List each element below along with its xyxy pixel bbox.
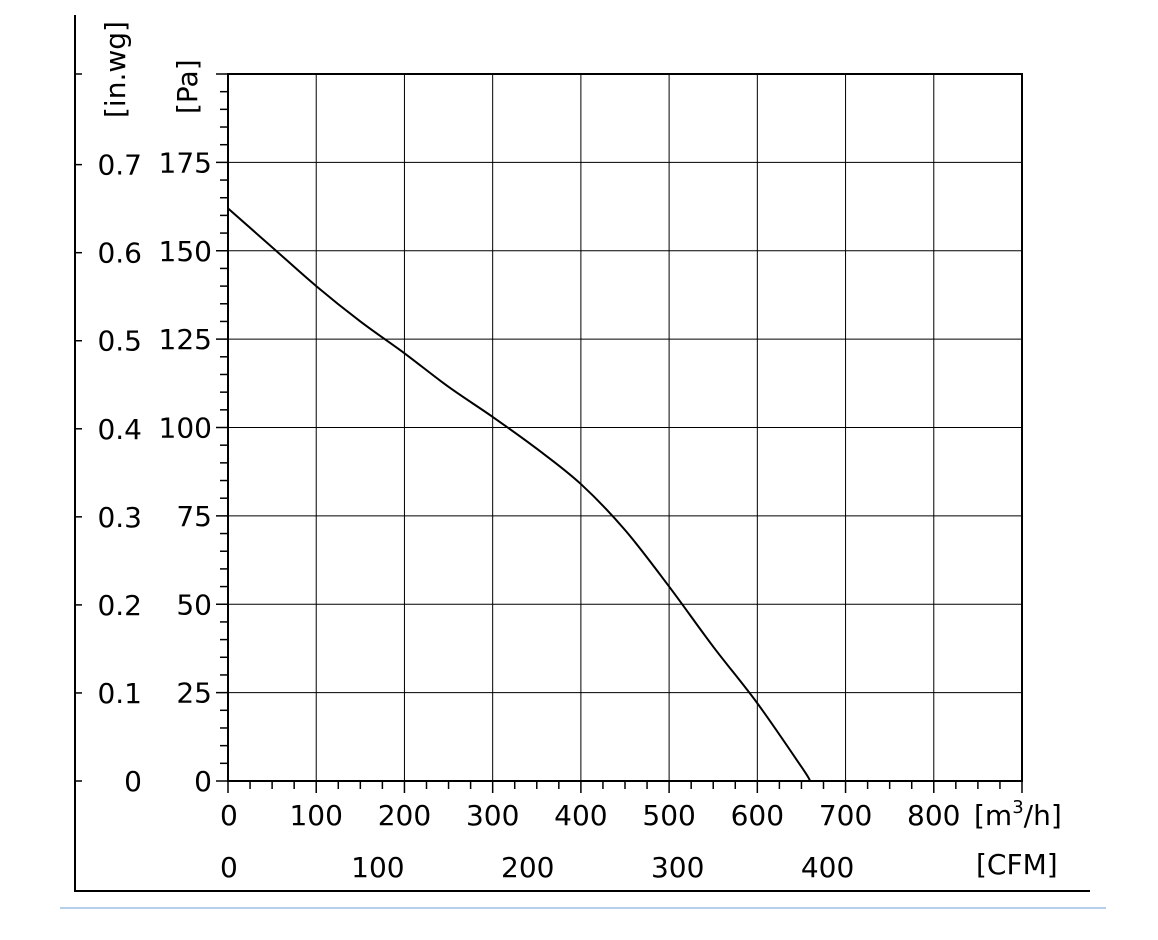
y-primary-tick-label: 125	[159, 323, 212, 356]
x-secondary-tick-label: 0	[220, 851, 238, 884]
x-secondary-tick-label: 100	[351, 851, 404, 884]
x-primary-tick-label: 600	[731, 799, 784, 832]
x-secondary-unit-label: [CFM]	[976, 848, 1058, 881]
series-line	[227, 207, 812, 782]
grid	[227, 73, 1023, 782]
x-unit-sup: 3	[1012, 797, 1023, 818]
x-primary-tick-label: 500	[642, 799, 695, 832]
x-primary-tick-label: 100	[289, 799, 342, 832]
y-primary-tick-label: 50	[176, 588, 212, 621]
y-primary-tick-label: 100	[159, 412, 212, 445]
x-unit-base: [m	[974, 799, 1012, 832]
y-primary-tick-label: 25	[176, 677, 212, 710]
ticks	[75, 73, 1023, 793]
y-secondary-tick-label: 0.2	[97, 589, 142, 622]
y-primary-tick-label: 0	[194, 765, 212, 798]
y-secondary-unit-label: [in.wg]	[99, 21, 132, 118]
y-secondary-tick-label: 0.7	[97, 149, 142, 182]
x-primary-tick-label: 800	[907, 799, 960, 832]
x-unit-tail: /h]	[1024, 799, 1062, 832]
x-primary-tick-label: 700	[819, 799, 872, 832]
x-primary-tick-label: 0	[220, 799, 238, 832]
tick-labels: 0 25 50 75 100 125 150 175 0 0.1 0.2 0.3 0.4 0.5 0.6 0.…	[97, 146, 960, 884]
x-primary-unit-label: [m3/h]	[974, 797, 1062, 832]
x-secondary-tick-label: 200	[501, 851, 554, 884]
x-secondary-tick-label: 400	[801, 851, 854, 884]
y-secondary-tick-label: 0.1	[97, 677, 142, 710]
y-secondary-tick-label: 0.5	[97, 325, 142, 358]
y-primary-tick-label: 75	[176, 500, 212, 533]
y-secondary-tick-label: 0.4	[97, 413, 142, 446]
y-secondary-tick-label: 0.6	[97, 237, 142, 270]
x-secondary-tick-label: 300	[651, 851, 704, 884]
y-primary-unit-label: [Pa]	[171, 59, 204, 114]
x-primary-tick-label: 400	[554, 799, 607, 832]
y-secondary-tick-label: 0.3	[97, 501, 142, 534]
y-secondary-tick-label: 0	[124, 765, 142, 798]
y-primary-tick-label: 150	[159, 235, 212, 268]
x-primary-tick-label: 300	[466, 799, 519, 832]
x-primary-tick-label: 200	[378, 799, 431, 832]
y-primary-tick-label: 175	[159, 146, 212, 179]
